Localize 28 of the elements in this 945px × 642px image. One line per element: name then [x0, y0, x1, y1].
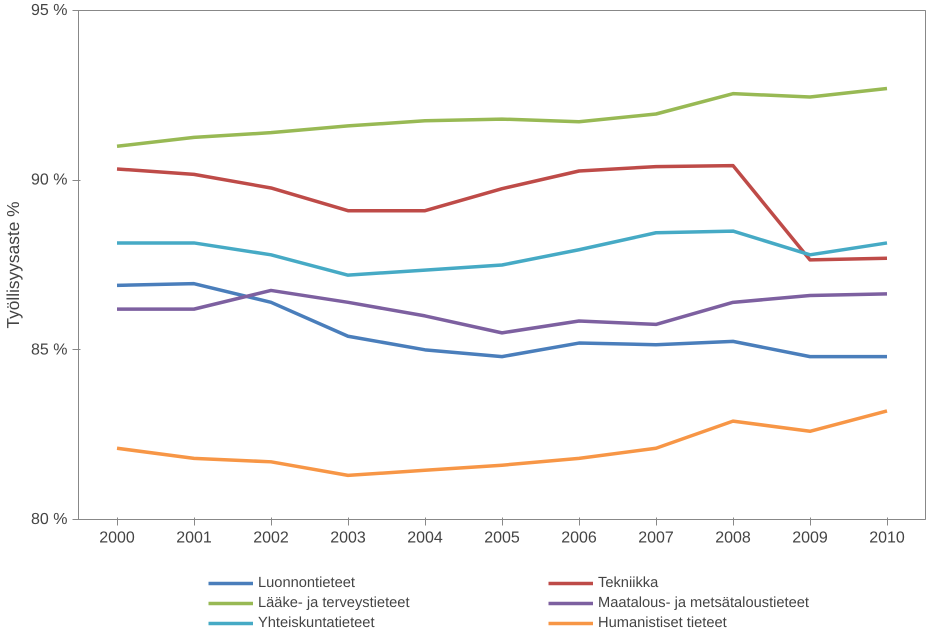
- x-tick-label: 2000: [99, 530, 135, 546]
- x-tick-label: 2005: [484, 530, 520, 546]
- line-series: [115, 164, 889, 262]
- line-series: [115, 288, 889, 335]
- x-tick-label: 2002: [253, 530, 289, 546]
- y-axis-title: Työllisyysaste %: [3, 201, 24, 329]
- x-tick-label: 2001: [176, 530, 212, 546]
- legend-label: Humanistiset tieteet: [598, 615, 728, 631]
- x-tick-label: 2003: [330, 530, 366, 546]
- x-tick-label: 2007: [638, 530, 674, 546]
- x-tick-label: 2006: [561, 530, 597, 546]
- x-tick-label: 2004: [407, 530, 443, 546]
- legend-label: Tekniikka: [598, 575, 660, 591]
- legend-label: Lääke- ja terveystieteet: [258, 595, 411, 611]
- legend-label: Luonnontieteet: [258, 575, 356, 591]
- legend-label: Yhteiskuntatieteet: [258, 615, 376, 631]
- line-series: [115, 282, 889, 358]
- line-series: [115, 229, 889, 277]
- line-series: [115, 86, 889, 148]
- legend-label: Maatalous- ja metsätaloustieteet: [598, 595, 810, 611]
- y-tick-label: 95 %: [31, 2, 68, 19]
- x-tick-label: 2009: [792, 530, 828, 546]
- line-series: [115, 409, 889, 478]
- x-tick-label: 2008: [715, 530, 751, 546]
- y-tick-label: 90 %: [31, 172, 68, 189]
- y-tick-label: 80 %: [31, 511, 68, 528]
- y-tick-label: 85 %: [31, 341, 68, 358]
- x-tick-label: 2010: [869, 530, 905, 546]
